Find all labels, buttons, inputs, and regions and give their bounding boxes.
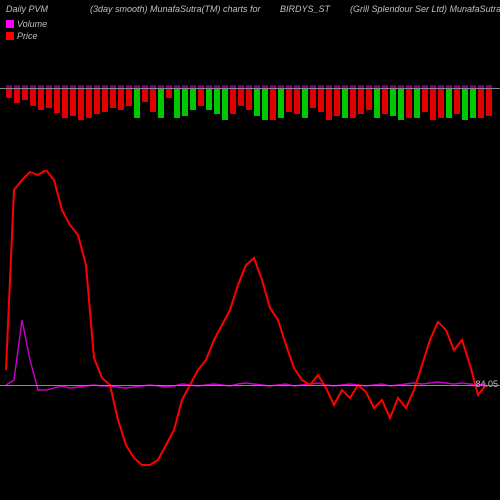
price-baseline xyxy=(0,385,500,386)
legend-swatch-price xyxy=(6,32,14,40)
current-value-label: 84.05 xyxy=(475,379,498,389)
price-panel: 84.05 xyxy=(0,170,500,470)
title-midleft: (3day smooth) MunafaSutra(TM) charts for xyxy=(90,4,261,14)
legend-label-price: Price xyxy=(17,31,38,41)
volume-panel xyxy=(0,80,500,150)
chart-header: Daily PVM (3day smooth) MunafaSutra(TM) … xyxy=(0,4,500,20)
legend-item-price: Price xyxy=(6,30,47,42)
volume-baseline xyxy=(0,88,500,89)
volume-bars-svg xyxy=(0,80,500,150)
legend-item-volume: Volume xyxy=(6,18,47,30)
price-svg xyxy=(0,170,500,470)
legend: Volume Price xyxy=(6,18,47,42)
legend-label-volume: Volume xyxy=(17,19,47,29)
legend-swatch-volume xyxy=(6,20,14,28)
chart-container: Daily PVM (3day smooth) MunafaSutra(TM) … xyxy=(0,0,500,500)
title-right: (Grill Splendour Ser Ltd) MunafaSutra.co… xyxy=(350,4,500,14)
title-center: BIRDYS_ST xyxy=(280,4,330,14)
title-left: Daily PVM xyxy=(6,4,48,14)
